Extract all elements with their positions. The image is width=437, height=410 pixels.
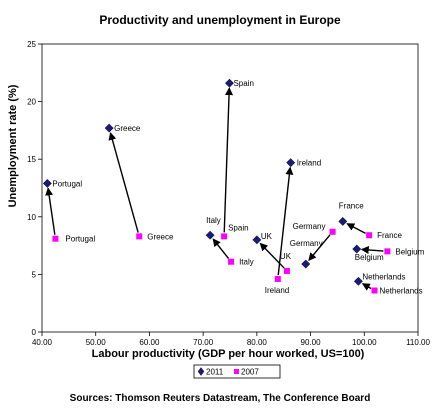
- label-2011-france: France: [339, 201, 364, 210]
- point-2011-germany: [301, 259, 311, 269]
- label-2011-spain: Spain: [233, 79, 253, 88]
- change-arrows: [45, 87, 384, 291]
- arrow-netherlands: [361, 283, 372, 291]
- label-2007-uk: UK: [280, 252, 292, 261]
- legend-2007-label: 2007: [241, 368, 259, 377]
- label-2011-germany: Germany: [290, 239, 323, 248]
- label-2011-greece: Greece: [114, 124, 141, 133]
- arrow-portugal: [45, 187, 56, 235]
- y-tick-label: 20: [27, 98, 36, 107]
- x-tick-label: 70.00: [193, 338, 214, 347]
- y-tick-label: 15: [27, 155, 36, 164]
- label-2007-italy: Italy: [239, 258, 254, 267]
- label-2007-france: France: [377, 231, 402, 240]
- legend-2011-label: 2011: [206, 368, 224, 377]
- label-2007-greece: Greece: [147, 232, 174, 241]
- point-labels: Portugal Greece Spain Italy UK Ireland Germany…: [52, 79, 424, 295]
- y-tick-label: 10: [27, 213, 36, 222]
- label-2011-portugal: Portugal: [52, 179, 82, 188]
- label-2011-ireland: Ireland: [297, 159, 321, 168]
- label-2007-spain: Spain: [228, 223, 248, 232]
- legend-2011-marker: [197, 367, 205, 376]
- y-axis-title: Unemployment rate (%): [7, 84, 19, 207]
- x-tick-label: 40.00: [32, 338, 53, 347]
- label-2011-uk: UK: [261, 232, 273, 241]
- arrow-uk: [259, 242, 285, 269]
- point-2011-uk: [252, 235, 262, 245]
- label-2011-belgium: Belgium: [355, 253, 384, 262]
- arrow-italy: [212, 238, 230, 260]
- x-axis-title: Labour productivity (GDP per hour worked…: [92, 348, 365, 360]
- x-tick-label: 60.00: [139, 338, 160, 347]
- x-tick-label: 80.00: [247, 338, 268, 347]
- label-2007-portugal: Portugal: [65, 235, 95, 244]
- point-2007-spain: [221, 233, 228, 240]
- point-2011-belgium: [352, 244, 362, 254]
- point-2007-italy: [228, 258, 235, 265]
- label-2007-belgium: Belgium: [395, 247, 424, 256]
- x-tick-label: 100.00: [352, 338, 377, 347]
- arrow-ireland: [277, 166, 294, 276]
- point-2011-netherlands: [353, 276, 363, 286]
- plot-border: [41, 43, 419, 333]
- source-note: Sources: Thomson Reuters Datastream, The…: [70, 393, 371, 404]
- point-2011-italy: [205, 230, 215, 240]
- x-tick-label: 90.00: [301, 338, 322, 347]
- point-2007-netherlands: [371, 287, 378, 294]
- x-tick-label: 110.00: [406, 338, 430, 347]
- series-2007-points: [52, 228, 391, 294]
- arrow-germany: [308, 234, 331, 261]
- point-2007-portugal: [52, 235, 59, 242]
- arrow-france: [346, 223, 366, 234]
- point-2007-greece: [136, 233, 143, 240]
- point-2007-ireland: [274, 276, 281, 283]
- point-2011-greece: [104, 123, 114, 133]
- label-2011-netherlands: Netherlands: [362, 272, 405, 281]
- plot-area: [41, 43, 419, 333]
- label-2007-netherlands: Netherlands: [379, 287, 422, 296]
- x-axis-ticks: 40.00 50.00 60.00 70.00 80.00 90.00 100.00 110.…: [32, 332, 430, 347]
- point-2007-belgium: [384, 248, 391, 255]
- point-2011-ireland: [286, 158, 296, 168]
- arrow-greece: [108, 131, 139, 233]
- arrow-spain: [223, 87, 234, 233]
- y-axis-ticks: 0 5 10 15 20 25: [27, 40, 42, 337]
- point-2011-portugal: [42, 178, 52, 188]
- point-2011-france: [338, 216, 348, 226]
- point-2007-germany: [329, 228, 336, 235]
- label-2007-ireland: Ireland: [265, 286, 289, 295]
- arrow-belgium: [360, 245, 384, 254]
- point-2007-france: [366, 232, 373, 239]
- label-2007-germany: Germany: [293, 222, 326, 231]
- point-2011-spain: [224, 78, 234, 88]
- y-tick-label: 5: [32, 270, 37, 279]
- y-tick-label: 25: [27, 40, 36, 49]
- x-tick-label: 50.00: [86, 338, 107, 347]
- series-2011-points: [42, 78, 363, 286]
- label-2011-italy: Italy: [206, 216, 221, 225]
- chart-title: Productivity and unemployment in Europe: [99, 13, 341, 27]
- point-2007-uk: [283, 267, 290, 274]
- legend: 2011 2007: [193, 364, 281, 379]
- legend-2007-marker: [234, 369, 239, 374]
- y-tick-label: 0: [32, 328, 37, 337]
